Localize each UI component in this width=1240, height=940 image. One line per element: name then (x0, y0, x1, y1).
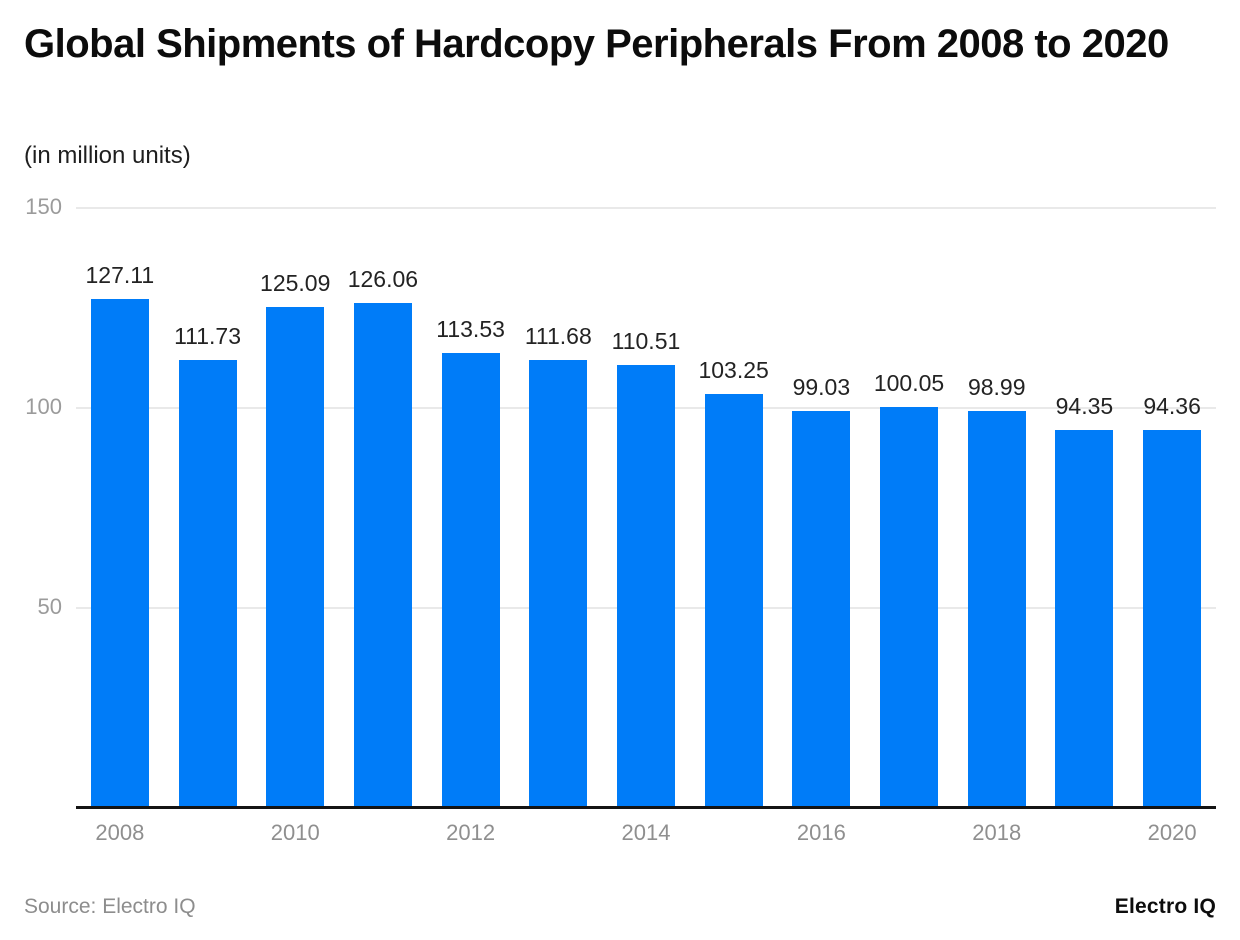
bar-column-2011: 126.06 (339, 207, 427, 807)
bar-value-label-2008: 127.11 (85, 261, 155, 288)
x-tick-label-2014: 2014 (621, 820, 671, 845)
bar-2020[interactable] (1143, 429, 1202, 807)
bar-value-label-2012: 113.53 (436, 315, 505, 342)
x-axis-labels: 2008 2010 2012 2014 2016 2018 2020 (76, 820, 1216, 846)
bar-value-label-2010: 125.09 (260, 269, 331, 296)
source-text: Source: Electro IQ (24, 895, 196, 918)
bar-value-label-2009: 111.73 (174, 323, 241, 350)
x-tick-label-2015 (690, 820, 778, 846)
y-tick-label-100: 100 (25, 394, 62, 419)
x-axis-line (76, 806, 1216, 809)
bar-2015[interactable] (704, 394, 763, 807)
bar-column-2017: 100.05 (865, 207, 953, 807)
chart-subtitle: (in million units) (24, 142, 191, 169)
bar-column-2012: 113.53 (427, 207, 515, 807)
bar-column-2010: 125.09 (251, 207, 339, 807)
bar-value-label-2016: 99.03 (792, 373, 851, 400)
bar-2017[interactable] (880, 406, 939, 807)
bar-column-2013: 111.68 (514, 207, 602, 807)
x-tick-label-2008: 2008 (95, 820, 145, 845)
bar-2019[interactable] (1055, 429, 1114, 807)
bar-2014[interactable] (616, 364, 675, 807)
y-tick-label-50: 50 (37, 594, 62, 619)
bar-2013[interactable] (529, 360, 588, 807)
bar-column-2018: 98.99 (953, 207, 1041, 807)
bar-2008[interactable] (90, 298, 149, 807)
bar-value-label-2017: 100.05 (873, 369, 945, 396)
x-tick-label-2016: 2016 (796, 820, 846, 845)
gridline-150 (76, 207, 1216, 209)
page-title: Global Shipments of Hardcopy Peripherals… (24, 22, 1169, 66)
bar-2012[interactable] (441, 352, 500, 807)
bar-column-2020: 94.36 (1128, 207, 1216, 807)
bar-2016[interactable] (792, 410, 851, 807)
x-tick-label-2019 (1041, 820, 1129, 846)
x-tick-label-2020: 2020 (1147, 820, 1197, 845)
x-tick-label-2017 (865, 820, 953, 846)
bar-value-label-2014: 110.51 (611, 327, 681, 354)
x-tick-label-2013 (514, 820, 602, 846)
bar-column-2016: 99.03 (778, 207, 866, 807)
bar-value-label-2011: 126.06 (347, 265, 419, 292)
x-tick-label-2010: 2010 (270, 820, 320, 845)
bar-column-2008: 127.11 (76, 207, 164, 807)
bar-value-label-2019: 94.35 (1055, 392, 1114, 419)
bar-value-label-2020: 94.36 (1143, 392, 1201, 419)
bar-2009[interactable] (178, 360, 237, 807)
bar-column-2014: 110.51 (602, 207, 690, 807)
bar-value-label-2015: 103.25 (698, 357, 769, 383)
y-tick-label-150: 150 (25, 194, 62, 219)
bar-value-label-2013: 111.68 (524, 323, 592, 350)
bar-column-2019: 94.35 (1041, 207, 1129, 807)
bar-column-2015: 103.25 (690, 207, 778, 807)
bar-value-label-2018: 98.99 (967, 374, 1026, 401)
bar-column-2009: 111.73 (164, 207, 252, 807)
x-tick-label-2012: 2012 (446, 820, 496, 845)
bar-2018[interactable] (967, 411, 1026, 807)
x-tick-label-2009 (164, 820, 252, 846)
bars-row: 127.11 111.73 125.09 126.06 113.53 111.68 110.… (76, 207, 1216, 807)
bar-chart: 150 100 50 127.11 111.73 125.09 126.06 113.53 1… (24, 196, 1216, 809)
brand-logo: Electro IQ (1114, 895, 1216, 918)
x-tick-label-2011 (339, 820, 427, 846)
x-tick-label-2018: 2018 (972, 820, 1022, 845)
bar-2011[interactable] (353, 302, 412, 807)
bar-2010[interactable] (266, 306, 325, 807)
